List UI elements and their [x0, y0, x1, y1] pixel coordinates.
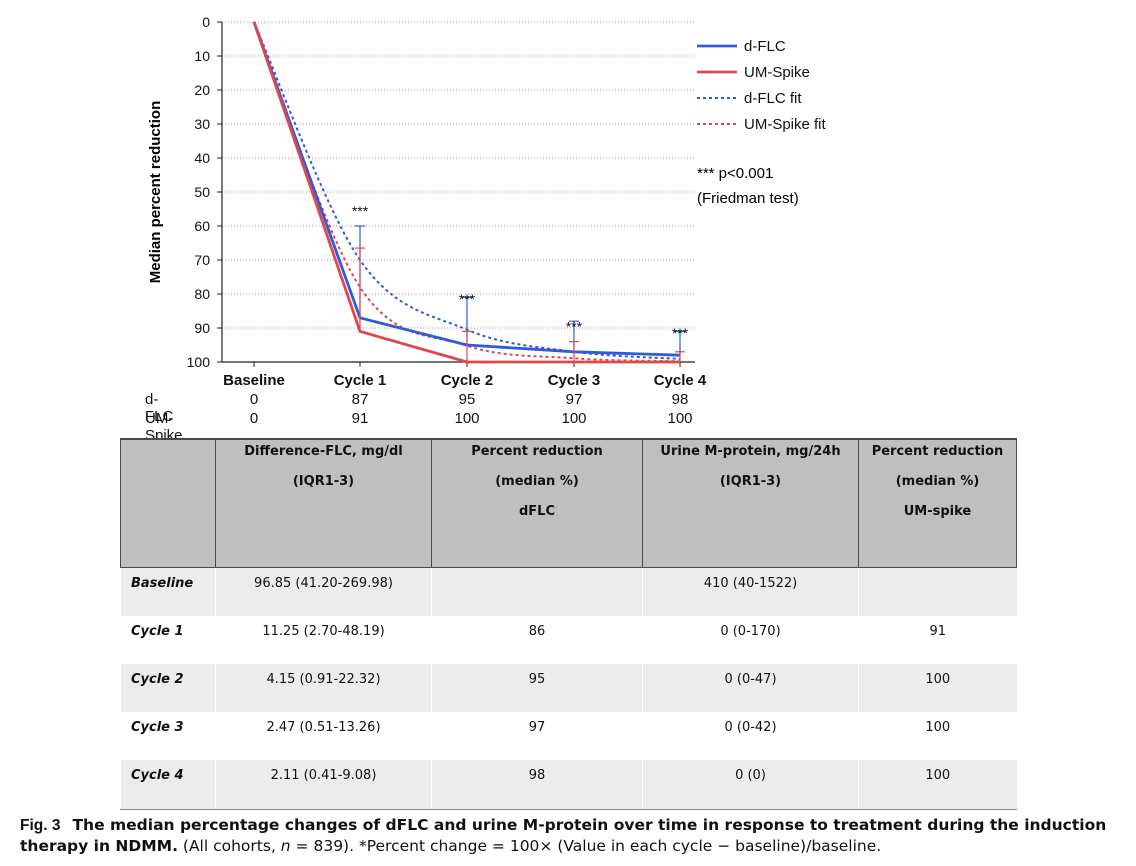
under-axis-value: 97 — [565, 391, 583, 408]
header-line: (median %) — [495, 474, 579, 489]
x-tick-label: Baseline — [223, 372, 285, 389]
header-line: Percent reduction — [871, 444, 1004, 459]
cell-urine: 0 (0-47) — [642, 664, 859, 712]
y-tick-label: 0 — [202, 14, 210, 30]
row-label: Cycle 4 — [120, 760, 216, 810]
error-bars — [355, 225, 685, 362]
y-tick-label: 20 — [194, 82, 210, 98]
line-chart: 0 10 20 30 40 50 60 70 80 90 100 Baseline Cycle 1 Cyc… — [147, 14, 827, 389]
figure-caption: Fig. 3 The median percentage changes of d… — [20, 815, 1125, 857]
cell-urine: 0 (0-170) — [642, 616, 859, 664]
cell-dflc_pct: 97 — [431, 712, 643, 760]
legend-label: UM-Spike fit — [744, 116, 827, 133]
header-line: Difference-FLC, mg/dl — [244, 444, 403, 459]
table-row: Cycle 3 2.47 (0.51-13.26) 97 0 (0-42) 100 — [120, 712, 1017, 760]
under-axis-value: 0 — [249, 410, 259, 427]
cell-um_pct — [858, 567, 1017, 616]
cell-dflc_pct: 86 — [431, 616, 643, 664]
table-row: Cycle 4 2.11 (0.41-9.08) 98 0 (0) 100 — [120, 760, 1017, 810]
axes: 0 10 20 30 40 50 60 70 80 90 100 Baseline Cycle 1 Cyc… — [187, 14, 707, 389]
header-line: (IQR1-3) — [292, 474, 355, 489]
cell-dflc: 96.85 (41.20-269.98) — [215, 567, 432, 616]
x-tick-label: Cycle 1 — [334, 372, 387, 389]
cell-dflc: 11.25 (2.70-48.19) — [215, 616, 432, 664]
x-tick-label: Cycle 2 — [441, 372, 494, 389]
header-line: Urine M-protein, mg/24h — [660, 444, 841, 459]
y-tick-label: 90 — [194, 320, 210, 336]
row-label: Cycle 2 — [120, 664, 216, 712]
cell-dflc_pct — [431, 567, 643, 616]
significance-note: *** p<0.001 — [697, 165, 773, 182]
header-line: UM-spike — [903, 504, 972, 519]
caption-title: The median percentage changes of dFLC an… — [20, 816, 1107, 855]
table-row: Cycle 1 11.25 (2.70-48.19) 86 0 (0-170) 91 — [120, 616, 1017, 664]
cell-urine: 0 (0) — [642, 760, 859, 810]
significance-mark: *** — [352, 203, 369, 219]
row-label: Baseline — [120, 567, 216, 616]
under-axis-row-label: d-FLC — [145, 391, 174, 425]
legend-label: d-FLC — [744, 38, 786, 55]
cell-urine: 410 (40-1522) — [642, 567, 859, 616]
cell-um_pct: 91 — [858, 616, 1017, 664]
under-axis-value: 100 — [561, 410, 587, 427]
under-axis-value: 100 — [454, 410, 480, 427]
legend-label: UM-Spike — [744, 64, 810, 81]
y-tick-label: 60 — [194, 218, 210, 234]
significance-marks: *** *** *** *** — [352, 203, 689, 341]
header-line: Percent reduction — [471, 444, 603, 459]
header-line: dFLC — [518, 504, 555, 519]
under-axis-value: 100 — [667, 410, 693, 427]
header-line: (IQR1-3) — [719, 474, 782, 489]
cell-dflc: 2.11 (0.41-9.08) — [215, 760, 432, 810]
cell-um_pct: 100 — [858, 760, 1017, 810]
significance-mark: *** — [459, 291, 476, 307]
under-axis-value: 95 — [458, 391, 476, 408]
cell-um_pct: 100 — [858, 664, 1017, 712]
figure-number: Fig. 3 — [20, 817, 61, 834]
results-table: Difference-FLC, mg/dl (IQR1-3) Percent red… — [120, 438, 1017, 810]
significance-mark: *** — [672, 325, 689, 341]
table-row: Cycle 2 4.15 (0.91-22.32) 95 0 (0-47) 100 — [120, 664, 1017, 712]
x-tick-label: Cycle 4 — [654, 372, 707, 389]
y-tick-label: 70 — [194, 252, 210, 268]
y-tick-label: 30 — [194, 116, 210, 132]
y-tick-label: 80 — [194, 286, 210, 302]
under-axis-value: 91 — [351, 410, 369, 427]
y-tick-label: 40 — [194, 150, 210, 166]
under-axis-value: 98 — [671, 391, 689, 408]
cell-dflc: 2.47 (0.51-13.26) — [215, 712, 432, 760]
cell-dflc: 4.15 (0.91-22.32) — [215, 664, 432, 712]
y-tick-label: 50 — [194, 184, 210, 200]
caption-note-suffix: = 839). *Percent change = 100× (Value in… — [290, 837, 882, 855]
header-line: (median %) — [895, 474, 980, 489]
y-tick-label: 10 — [194, 48, 210, 64]
series-d-flc-fit — [253, 21, 681, 360]
under-axis-value: 0 — [249, 391, 259, 408]
y-axis-label: Median percent reduction — [147, 101, 164, 284]
caption-note-prefix: (All cohorts, — [177, 837, 281, 855]
y-tick-label: 100 — [187, 354, 211, 370]
table-header-dflc: Difference-FLC, mg/dl (IQR1-3) — [215, 438, 432, 568]
table-header-stub — [120, 438, 216, 568]
cell-urine: 0 (0-42) — [642, 712, 859, 760]
legend: d-FLC UM-Spike d-FLC fit UM-Spike fit — [697, 38, 827, 133]
row-label: Cycle 3 — [120, 712, 216, 760]
cell-um_pct: 100 — [858, 712, 1017, 760]
cell-dflc_pct: 95 — [431, 664, 643, 712]
under-axis-value: 87 — [351, 391, 369, 408]
x-tick-label: Cycle 3 — [548, 372, 601, 389]
table-header-urine: Urine M-protein, mg/24h (IQR1-3) — [642, 438, 859, 568]
test-note: (Friedman test) — [697, 190, 799, 207]
table-row: Baseline 96.85 (41.20-269.98) 410 (40-1522… — [120, 567, 1017, 616]
table-header-um_pct: Percent reduction (median %) UM-spike — [858, 438, 1017, 568]
significance-mark: *** — [566, 318, 583, 334]
table-header-dflc_pct: Percent reduction (median %) dFLC — [431, 438, 643, 568]
caption-n-symbol: n — [280, 837, 291, 855]
gridlines — [222, 21, 695, 329]
legend-label: d-FLC fit — [744, 90, 802, 107]
row-label: Cycle 1 — [120, 616, 216, 664]
cell-dflc_pct: 98 — [431, 760, 643, 810]
table-header-row: Difference-FLC, mg/dl (IQR1-3) Percent red… — [120, 438, 1017, 568]
